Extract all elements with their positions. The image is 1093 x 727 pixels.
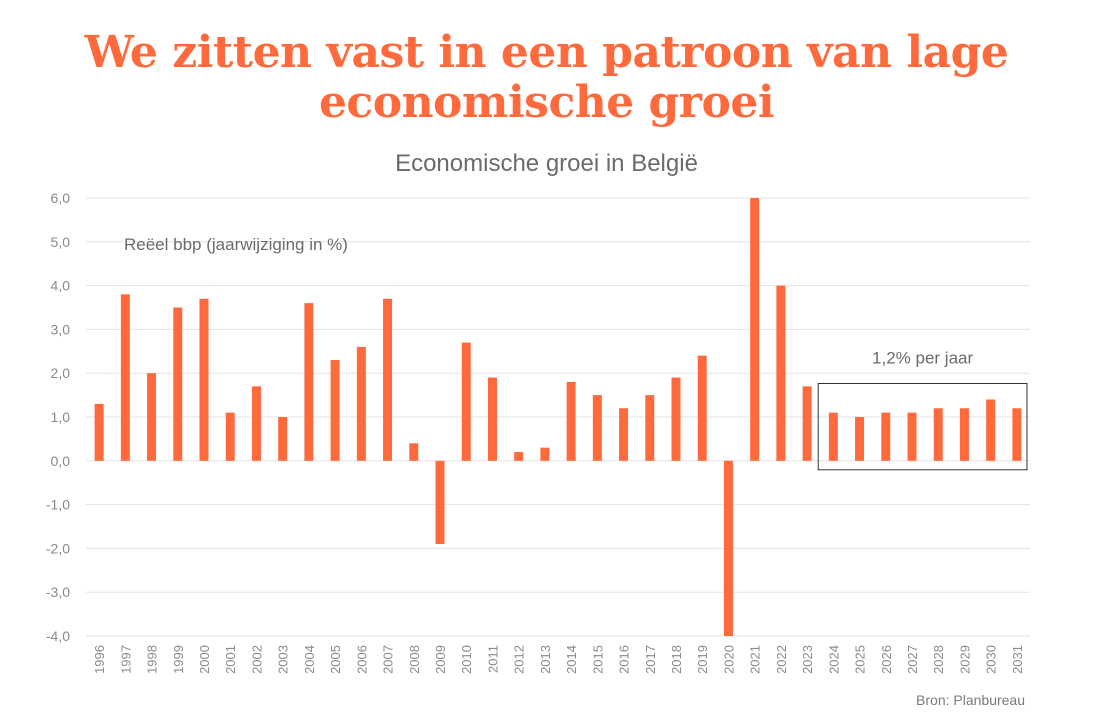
x-tick-label: 2023 [800, 645, 815, 674]
bar-2004 [304, 303, 314, 461]
bar-2027 [907, 412, 917, 461]
bar-2028 [933, 408, 943, 461]
y-tick-label: 0,0 [51, 453, 71, 469]
x-tick-label: 2018 [669, 645, 684, 674]
bar-2016 [619, 408, 629, 461]
y-axis-ticks: 6,0 5,0 4,0 3,0 2,0 1,0 0,0 -1,0 -2,0 -3,0 -4,0 [46, 190, 70, 644]
bar-2002 [251, 386, 261, 461]
bar-2019 [697, 355, 707, 461]
bars [94, 198, 1022, 636]
bar-2021 [750, 198, 760, 461]
x-tick-label: 2028 [931, 645, 946, 674]
y-tick-label: -3,0 [46, 584, 70, 600]
x-tick-label: 2005 [328, 645, 343, 674]
x-tick-label: 2026 [879, 645, 894, 674]
bar-2012 [514, 452, 524, 461]
x-tick-label: 2021 [748, 645, 763, 674]
bar-2014 [566, 381, 576, 461]
x-tick-label: 1997 [118, 645, 133, 674]
x-tick-label: 2011 [485, 645, 500, 673]
bar-2015 [592, 395, 602, 461]
headline-line-2: economische groei [318, 77, 775, 128]
bar-2023 [802, 386, 812, 461]
y-tick-label: -1,0 [46, 497, 70, 513]
x-tick-label: 2019 [695, 645, 710, 674]
x-tick-label: 2022 [774, 645, 789, 674]
bar-2001 [225, 412, 235, 461]
headline: We zitten vast in een patroon van lage e… [0, 28, 1093, 128]
x-tick-label: 2017 [643, 645, 658, 674]
bar-2007 [383, 298, 393, 461]
bar-2018 [671, 377, 681, 461]
chart-title: Economische groei in België [395, 150, 698, 177]
bar-2010 [461, 342, 471, 461]
forecast-box [817, 382, 1028, 471]
bar-1997 [120, 294, 130, 461]
x-tick-label: 2027 [905, 645, 920, 674]
bar-2006 [356, 346, 366, 461]
y-axis-label: Reëel bbp (jaarwijziging in %) [124, 235, 348, 254]
x-tick-label: 2030 [984, 645, 999, 674]
x-tick-label: 2012 [512, 645, 527, 674]
x-tick-label: 2010 [459, 645, 474, 674]
x-tick-label: 2000 [197, 645, 212, 674]
bar-2013 [540, 447, 550, 461]
bar-2009 [435, 460, 445, 545]
x-axis-ticks: 1996 1997 1998 1999 2000 2001 2002 2003 2004 2005… [92, 645, 1025, 674]
x-tick-label: 2013 [538, 645, 553, 674]
bar-2005 [330, 360, 340, 461]
x-tick-label: 2006 [354, 645, 369, 674]
x-tick-label: 2007 [381, 645, 396, 674]
bar-2031 [1012, 408, 1022, 461]
bar-2008 [409, 443, 419, 461]
bar-2024 [828, 412, 838, 461]
x-tick-label: 2020 [721, 645, 736, 674]
x-tick-label: 2008 [407, 645, 422, 674]
bar-2025 [855, 417, 865, 461]
y-tick-label: 2,0 [51, 365, 71, 381]
y-tick-label: 1,0 [51, 409, 71, 425]
x-tick-label: 2031 [1010, 645, 1025, 674]
x-tick-label: 1999 [171, 645, 186, 674]
x-tick-label: 1996 [92, 645, 107, 674]
bar-2022 [776, 285, 786, 461]
headline-line-1: We zitten vast in een patroon van lage [84, 27, 1009, 78]
bar-2003 [278, 417, 288, 461]
x-tick-label: 1998 [145, 645, 160, 674]
x-tick-label: 2014 [564, 645, 579, 674]
x-tick-label: 2001 [223, 645, 238, 674]
bar-2017 [645, 395, 655, 461]
x-tick-label: 2015 [590, 645, 605, 674]
y-tick-label: 3,0 [51, 321, 71, 337]
bar-1996 [94, 403, 104, 461]
bar-1999 [173, 307, 183, 461]
bar-1998 [147, 373, 157, 461]
y-tick-label: 5,0 [51, 234, 71, 250]
source-note: Bron: Planbureau [916, 692, 1025, 708]
bar-2011 [487, 377, 497, 461]
bar-2026 [881, 412, 891, 461]
x-tick-label: 2024 [826, 645, 841, 674]
x-tick-label: 2025 [853, 645, 868, 674]
x-tick-label: 2003 [276, 645, 291, 674]
y-tick-label: 4,0 [51, 278, 71, 294]
forecast-annotation: 1,2% per jaar [872, 348, 973, 367]
gridlines [86, 197, 1030, 637]
y-tick-label: -4,0 [46, 628, 70, 644]
bar-2020 [723, 460, 733, 636]
bar-2030 [986, 399, 996, 461]
y-tick-label: 6,0 [51, 190, 71, 206]
x-tick-label: 2016 [617, 645, 632, 674]
x-tick-label: 2029 [957, 645, 972, 674]
x-tick-label: 2009 [433, 645, 448, 674]
bar-2029 [959, 408, 969, 461]
x-tick-label: 2002 [249, 645, 264, 674]
x-tick-label: 2004 [302, 645, 317, 674]
bar-2000 [199, 298, 209, 461]
y-tick-label: -2,0 [46, 540, 70, 556]
